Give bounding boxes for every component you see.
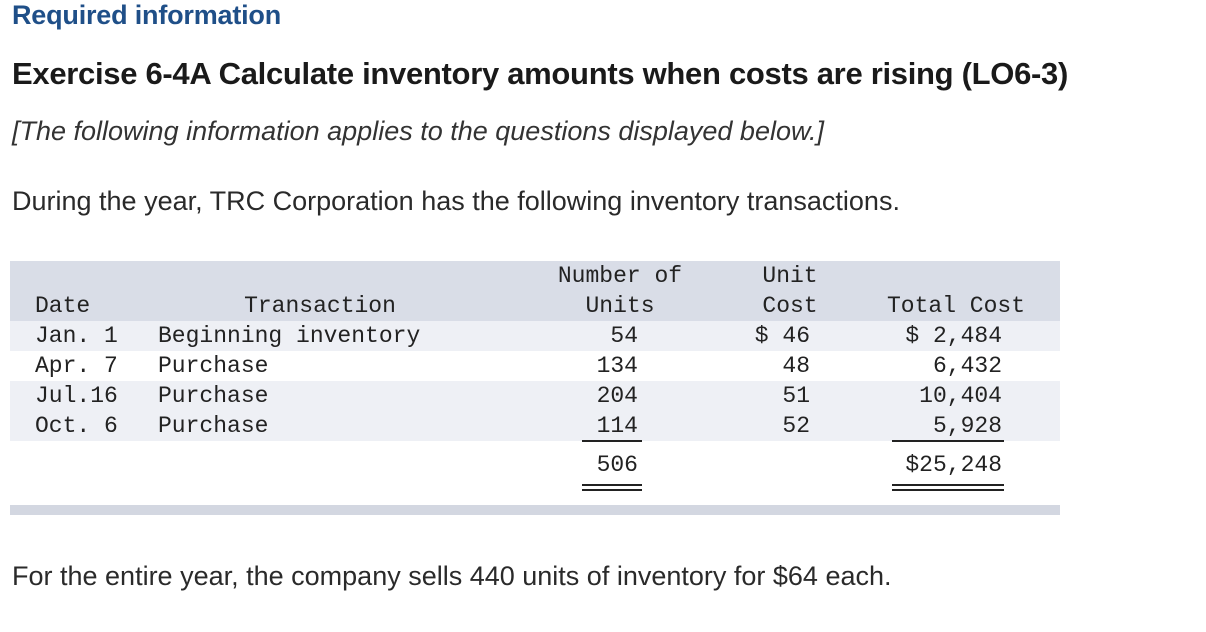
total-double-rule <box>892 484 1004 491</box>
row-unit-cost: 51 <box>782 383 810 409</box>
row-date: Jan. 1 <box>35 323 118 349</box>
row-transaction: Purchase <box>158 353 269 379</box>
table-row-band <box>10 351 1060 381</box>
table-header-band <box>10 261 1060 321</box>
grand-total-cost: $25,248 <box>905 452 1002 478</box>
row-units: 134 <box>596 353 638 379</box>
units-subtotal-rule <box>582 440 642 442</box>
row-total-cost: 10,404 <box>919 383 1002 409</box>
table-footer-band <box>10 505 1060 515</box>
row-unit-cost: $ 46 <box>754 323 810 349</box>
units-total-double-rule <box>582 484 642 491</box>
header-cost-line1: Unit <box>762 263 818 289</box>
table-row-band <box>10 381 1060 411</box>
header-cost-line2: Cost <box>762 293 818 319</box>
table-row-band <box>10 321 1060 351</box>
required-information-heading: Required information <box>12 0 282 30</box>
applies-note: [The following information applies to th… <box>12 116 824 146</box>
row-total-cost: $ 2,484 <box>905 323 1002 349</box>
row-total-cost: 5,928 <box>932 413 1002 439</box>
row-transaction: Purchase <box>158 413 269 439</box>
header-units-line1: Number of <box>557 263 683 289</box>
row-unit-cost: 48 <box>782 353 810 379</box>
total-subtotal-rule <box>892 440 1004 442</box>
row-transaction: Beginning inventory <box>158 323 421 349</box>
header-units-line2: Units <box>585 293 655 319</box>
row-units: 114 <box>596 413 638 439</box>
header-date: Date <box>35 293 91 319</box>
inventory-table: Date Transaction Number of Units Unit Co… <box>10 261 1060 515</box>
exercise-title: Exercise 6-4A Calculate inventory amount… <box>12 56 1069 91</box>
sales-note: For the entire year, the company sells 4… <box>12 561 892 591</box>
row-total-cost: 6,432 <box>932 353 1002 379</box>
row-units: 204 <box>596 383 638 409</box>
total-units: 506 <box>596 452 638 478</box>
row-date: Apr. 7 <box>35 353 118 379</box>
row-date: Jul.16 <box>35 383 118 409</box>
header-total-cost: Total Cost <box>886 293 1026 319</box>
table-row-band <box>10 411 1060 441</box>
row-date: Oct. 6 <box>35 413 118 439</box>
intro-text: During the year, TRC Corporation has the… <box>12 186 900 216</box>
row-transaction: Purchase <box>158 383 269 409</box>
header-transaction: Transaction <box>244 293 396 319</box>
row-unit-cost: 52 <box>782 413 810 439</box>
row-units: 54 <box>610 323 638 349</box>
